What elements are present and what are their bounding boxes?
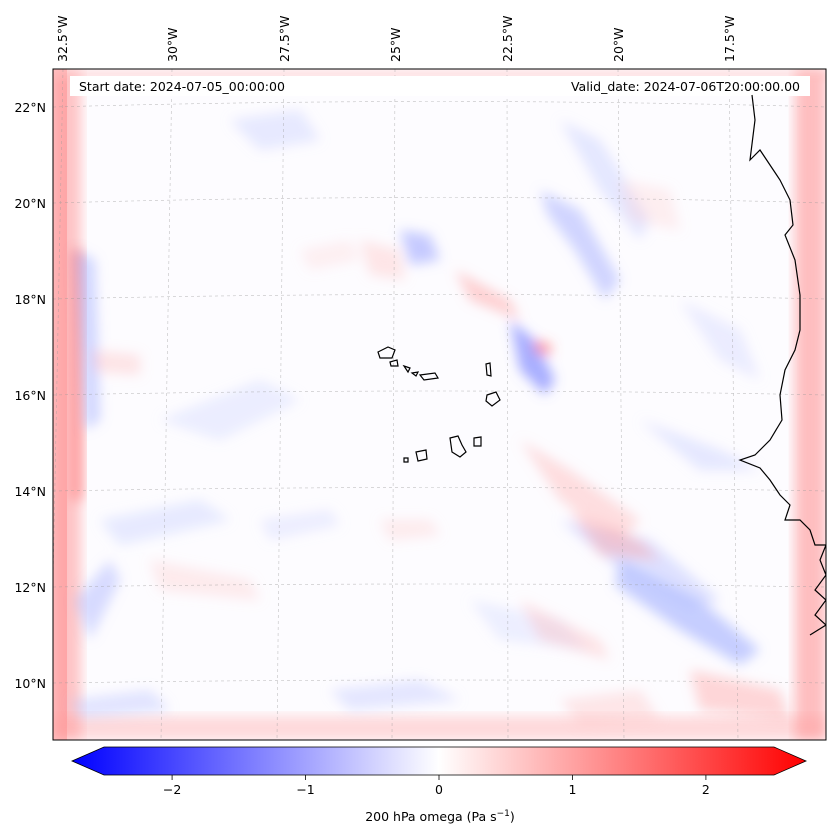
- colorbar-tick-label: −1: [296, 782, 314, 797]
- colorbar-ticks: −2 −1 0 1 2: [163, 775, 710, 797]
- lon-label: 32.5°W: [55, 16, 70, 62]
- lat-label: 10°N: [14, 676, 46, 691]
- lat-label: 18°N: [14, 292, 46, 307]
- lon-labels: 32.5°W 30°W 27.5°W 25°W 22.5°W 20°W 17.5…: [55, 16, 737, 62]
- africa-coastline: [738, 94, 826, 636]
- lon-label: 27.5°W: [277, 16, 292, 62]
- date-banner: [70, 76, 810, 96]
- colorbar-tick-label: 1: [568, 782, 576, 797]
- lon-label: 22.5°W: [500, 16, 515, 62]
- colorbar-label-exponent: −1: [497, 809, 510, 819]
- colorbar-label-close: ): [510, 809, 515, 824]
- lon-label: 17.5°W: [722, 16, 737, 62]
- lat-label: 14°N: [14, 484, 46, 499]
- colorbar-body: [71, 746, 807, 776]
- omega-field: [70, 110, 790, 725]
- lat-label: 20°N: [14, 196, 46, 211]
- lon-label: 30°W: [165, 27, 180, 62]
- lat-labels: 22°N 20°N 18°N 16°N 14°N 12°N 10°N: [14, 100, 46, 691]
- lat-label: 22°N: [14, 100, 46, 115]
- lon-label: 20°W: [611, 27, 626, 62]
- colorbar: −2 −1 0 1 2 200 hPa omega (Pa s−1): [71, 746, 807, 824]
- map-panel: [53, 69, 826, 740]
- graticule: [53, 69, 826, 740]
- lat-label: 16°N: [14, 388, 46, 403]
- lat-label: 12°N: [14, 580, 46, 595]
- colorbar-label: 200 hPa omega (Pa s−1): [365, 809, 515, 824]
- map-frame: [52, 68, 827, 741]
- cape-verde-islands: [377, 346, 501, 463]
- colorbar-tick-label: 2: [702, 782, 710, 797]
- colorbar-label-main: 200 hPa omega (Pa s: [365, 809, 496, 824]
- valid-date-label: Valid_date: 2024-07-06T20:00:00.00: [571, 79, 800, 94]
- lon-label: 25°W: [388, 27, 403, 62]
- start-date-label: Start date: 2024-07-05_00:00:00: [79, 79, 285, 94]
- colorbar-tick-label: 0: [435, 782, 443, 797]
- colorbar-tick-label: −2: [163, 782, 181, 797]
- boundary-bands: [53, 69, 826, 740]
